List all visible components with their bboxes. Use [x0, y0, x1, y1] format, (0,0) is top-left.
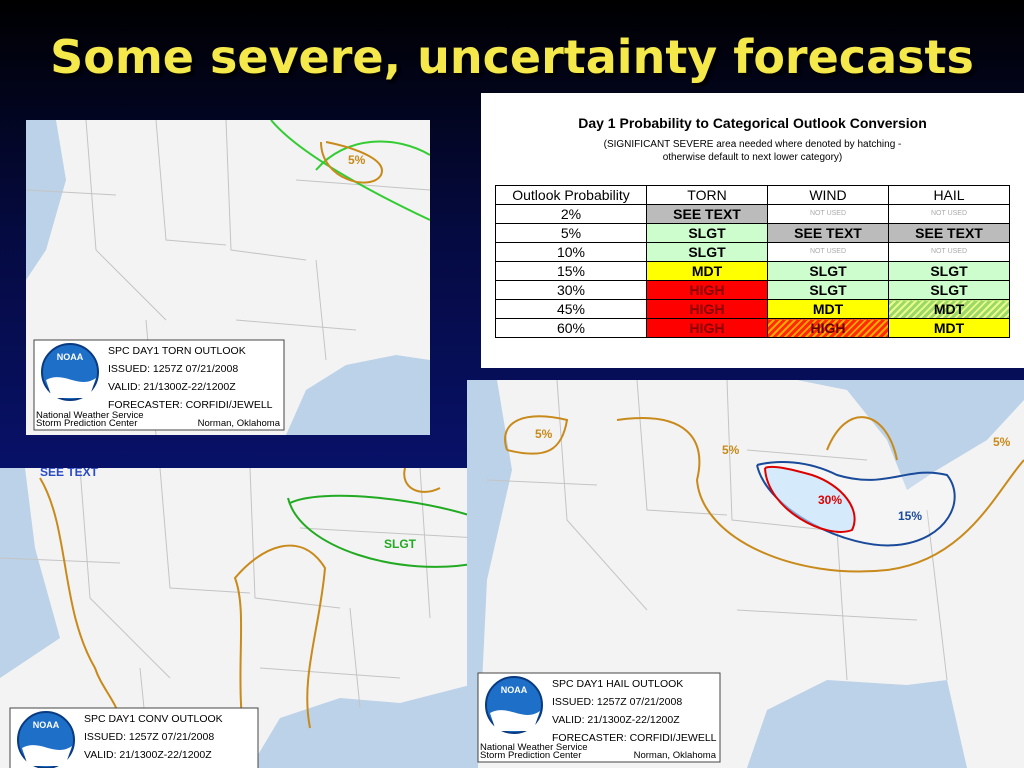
category-cell: SEE TEXT [767, 223, 889, 243]
legend-line: ISSUED: 1257Z 07/21/2008 [108, 363, 238, 375]
slide-title: Some severe, uncertainty forecasts [50, 30, 974, 84]
legend-line: SPC DAY1 TORN OUTLOOK [108, 345, 246, 357]
noaa-logo-text: NOAA [33, 720, 60, 730]
map-label: SLGT [384, 537, 417, 551]
category-cell: MDT [888, 318, 1010, 338]
header-cell: Outlook Probability [495, 185, 647, 205]
category-cell: SLGT [646, 242, 768, 262]
agency-line: Storm Prediction Center [36, 418, 137, 429]
map-label: 5% [993, 435, 1011, 449]
header-row: Outlook Probability TORN WIND HAIL [495, 185, 1010, 205]
legend-line: FORECASTER: CORFIDI/JEWELL [552, 732, 717, 744]
location: Norman, Oklahoma [198, 418, 281, 429]
legend-line: FORECASTER: CORFIDI/JEWELL [108, 399, 273, 411]
table-title: Day 1 Probability to Categorical Outlook… [578, 115, 927, 131]
conversion-table: Outlook Probability TORN WIND HAIL 2% SEE TEX… [495, 185, 1010, 338]
category-cell: MDT [888, 299, 1010, 319]
agency-line: National Weather Service [480, 742, 588, 753]
category-cell: HIGH [646, 299, 768, 319]
category-cell: HIGH [646, 280, 768, 300]
table-note: otherwise default to next lower category… [662, 152, 843, 163]
category-cell: MDT [646, 261, 768, 281]
category-cell: MDT [767, 299, 889, 319]
category-cell: SLGT [767, 280, 889, 300]
conversion-table-panel: Day 1 Probability to Categorical Outlook… [481, 93, 1024, 368]
category-cell: SLGT [888, 261, 1010, 281]
legend-line: VALID: 21/1300Z-22/1200Z [108, 381, 236, 393]
noaa-logo-text: NOAA [501, 685, 528, 695]
category-cell: NOT USED [888, 242, 1010, 262]
probability-cell: 15% [495, 261, 647, 281]
table-row: 15% MDT SLGT SLGT [495, 261, 1010, 281]
table-row: 5% SLGT SEE TEXT SEE TEXT [495, 223, 1010, 243]
torn-map: 5% NOAA SPC DAY1 TORN OUTLOOK ISSUED: 1257Z… [26, 120, 430, 435]
agency-line: National Weather Service [36, 410, 144, 421]
category-cell: NOT USED [888, 204, 1010, 224]
table-row: 2% SEE TEXT NOT USED NOT USED [495, 204, 1010, 224]
table-note: (SIGNIFICANT SEVERE area needed where de… [603, 139, 902, 150]
header-cell: TORN [646, 185, 768, 205]
legend-line: VALID: 21/1300Z-22/1200Z [552, 714, 680, 726]
probability-cell: 10% [495, 242, 647, 262]
category-cell: NOT USED [767, 242, 889, 262]
legend-line: ISSUED: 1257Z 07/21/2008 [84, 731, 214, 743]
map-label: 30% [818, 493, 842, 507]
noaa-bird [490, 710, 540, 731]
map-label: 5% [535, 427, 553, 441]
probability-cell: 5% [495, 223, 647, 243]
category-cell: SEE TEXT [888, 223, 1010, 243]
category-cell: HIGH [767, 318, 889, 338]
noaa-bird [46, 377, 96, 398]
legend-line: SPC DAY1 CONV OUTLOOK [84, 713, 223, 725]
hail-map: 5% 5% 5% 30% 15% NOAA SPC DAY1 HAIL OUTLOOK ISS… [467, 380, 1024, 768]
category-cell: NOT USED [767, 204, 889, 224]
table-row: 45% HIGH MDT MDT [495, 299, 1010, 319]
conv-map: SEE TEXT SLGT NOAA SPC DAY1 CONV OUTLOOK ISS… [0, 468, 478, 768]
location: Norman, Oklahoma [634, 750, 717, 761]
probability-cell: 45% [495, 299, 647, 319]
category-cell: SLGT [646, 223, 768, 243]
table-row: 10% SLGT NOT USED NOT USED [495, 242, 1010, 262]
category-cell: SLGT [888, 280, 1010, 300]
header-cell: HAIL [888, 185, 1010, 205]
header-cell: WIND [767, 185, 889, 205]
table-row: 30% HIGH SLGT SLGT [495, 280, 1010, 300]
category-cell: HIGH [646, 318, 768, 338]
category-cell: SLGT [767, 261, 889, 281]
map-label: 5% [722, 443, 740, 457]
map-label: SEE TEXT [40, 468, 99, 479]
category-cell: SEE TEXT [646, 204, 768, 224]
agency-line: Storm Prediction Center [480, 750, 581, 761]
legend-line: SPC DAY1 HAIL OUTLOOK [552, 678, 683, 690]
map-label: 5% [348, 153, 366, 167]
legend-line: VALID: 21/1300Z-22/1200Z [84, 749, 212, 761]
table-row: 60% HIGH HIGH MDT [495, 318, 1010, 338]
noaa-logo-text: NOAA [57, 352, 84, 362]
probability-cell: 2% [495, 204, 647, 224]
legend-line: ISSUED: 1257Z 07/21/2008 [552, 696, 682, 708]
probability-cell: 60% [495, 318, 647, 338]
map-label: 15% [898, 509, 922, 523]
noaa-bird [22, 745, 72, 766]
probability-cell: 30% [495, 280, 647, 300]
